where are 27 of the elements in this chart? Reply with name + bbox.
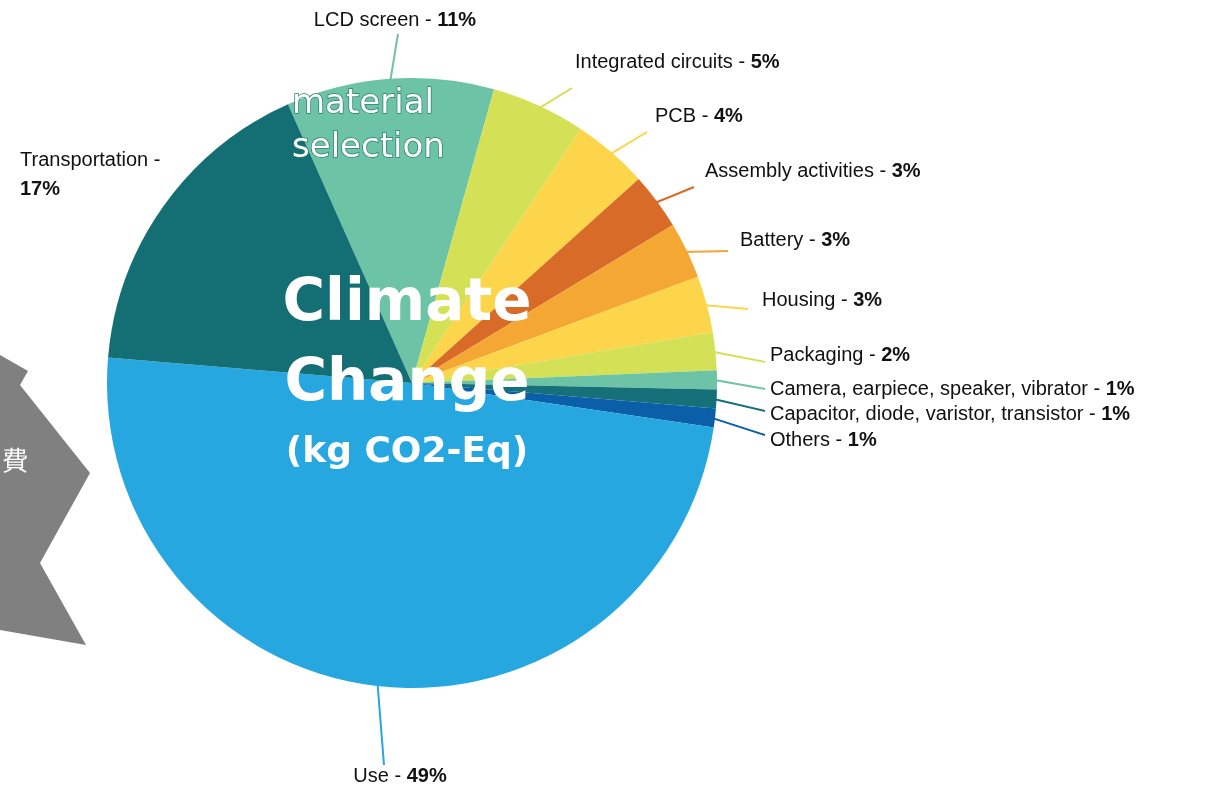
data-label: 5% <box>750 49 780 72</box>
text: 費 <box>2 444 28 475</box>
data-label: 4% <box>713 103 744 126</box>
data-label: 3% <box>853 287 883 310</box>
data-label: 1% <box>1105 376 1135 399</box>
text: Climate Change <box>282 266 532 415</box>
data-label: 2% <box>881 342 911 365</box>
data-label: 11% <box>437 7 477 30</box>
slice-label: Integrated circuits - <box>575 49 746 72</box>
data-label: 3% <box>821 227 851 250</box>
slice-label: LCD screen - <box>313 7 432 30</box>
slice-label: PCB - <box>655 103 709 126</box>
data-label: 49% <box>406 763 447 786</box>
slice-label: Housing - <box>762 287 848 310</box>
data-label: 3% <box>891 158 921 181</box>
slice-label: Transportation - <box>20 147 161 170</box>
text: (kg CO2-Eq) <box>285 429 529 471</box>
slice-label: Others - <box>770 427 843 450</box>
slice-label: Use - <box>353 763 402 786</box>
data-label: 1% <box>1101 401 1131 424</box>
slice-label: Packaging - <box>770 342 876 365</box>
slice-label: Battery - <box>740 227 816 250</box>
data-label: 17% <box>20 176 61 199</box>
data-label: 1% <box>847 427 877 450</box>
slice-label: Capacitor, diode, varistor, transistor - <box>770 401 1096 424</box>
slice-label: Assembly activities - <box>705 158 887 181</box>
slice-label: Camera, earpiece, speaker, vibrator - <box>770 376 1101 399</box>
